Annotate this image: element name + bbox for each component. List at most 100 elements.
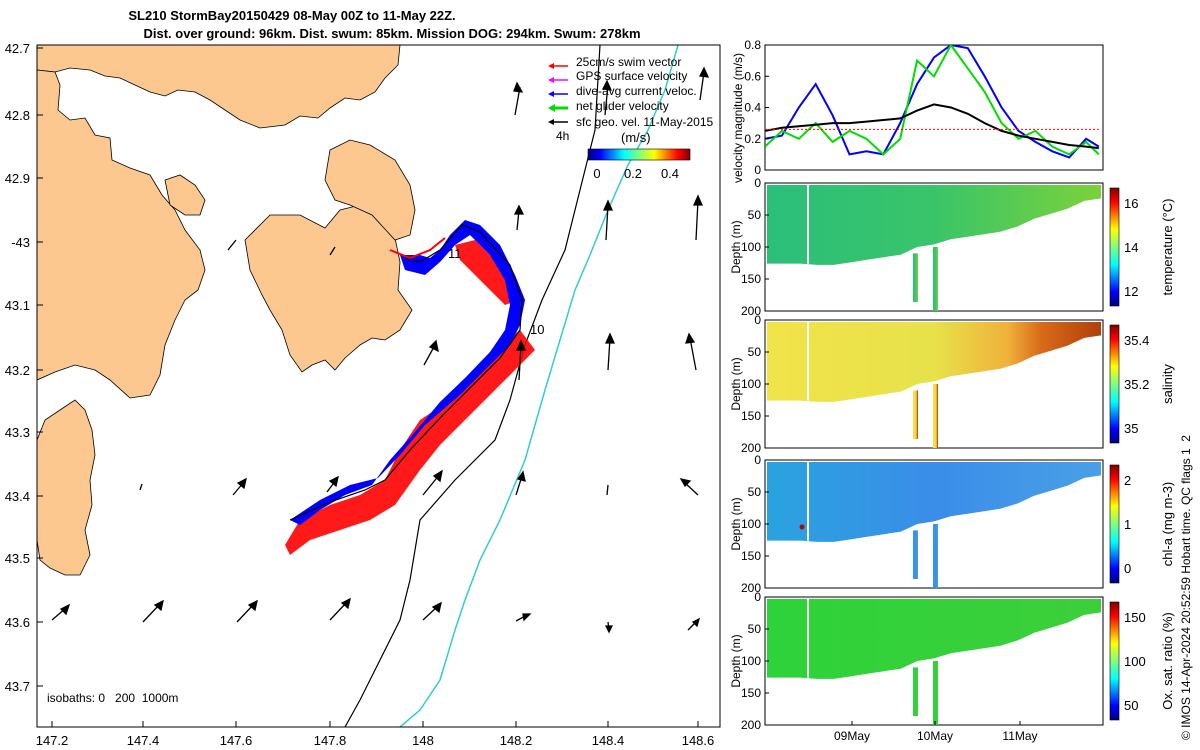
depth-tick: 50 [748,485,762,499]
depth-tick: 200 [741,581,761,595]
latitude-ticks: 42.7 42.8 42.9 -43 43.1 43.2 43.3 43.4 43.5 43.6 4… [5,41,43,694]
velocity-ytick: 0.4 [744,101,761,115]
legend-net-glider: net glider velocity [576,99,669,113]
section-panel-1: 0 50 100 150 200 Depth (m) 12 14 16 temperature (… [729,176,1175,318]
land-bruny [37,399,96,576]
legend-dive-avg: dive-avg current veloc. [576,84,697,98]
colorbar-tick: 35.4 [1124,333,1149,348]
lon-tick-label: 148 [412,733,434,748]
colorbar-tick: 12 [1124,284,1138,299]
section-data-fill [767,599,1101,679]
velocity-line-0 [765,45,1100,159]
lat-tick-label: 43.4 [5,489,30,504]
depth-tick: 0 [754,453,761,467]
colorbar-tick-1: 0.2 [624,166,642,181]
lat-tick-label: 43.5 [5,551,30,566]
title-line-2: Dist. over ground: 96km. Dist. swum: 85k… [143,26,640,41]
land-tasman [244,204,413,373]
velocity-series [765,45,1100,159]
colorbar-tick: 35 [1124,421,1138,436]
land-north [37,45,401,129]
depth-tick: 50 [748,208,762,222]
lat-tick-label: 43.1 [5,298,30,313]
depth-ylabel: Depth (m) [729,357,743,410]
lat-tick-label: 43.6 [5,615,30,630]
land-forestier [324,139,416,241]
section-colorbar [1109,601,1120,721]
map-panel: 11 10 [5,41,721,748]
lat-tick-label: -43 [11,235,30,250]
colorbar-tick: 2 [1124,473,1131,488]
section-clabel: temperature (°C) [1160,199,1175,296]
date-tick: 09May [834,729,870,743]
depth-tick: 200 [741,304,761,318]
lon-tick-label: 148.4 [592,733,625,748]
isobath-200m [344,45,601,727]
colorbar-tick: 35.2 [1124,377,1149,392]
land-west-lobe [37,69,206,399]
velocity-y-ticks: 0 0.2 0.4 0.6 0.8 [744,38,769,177]
lat-tick-label: 43.7 [5,679,30,694]
depth-ylabel: Depth (m) [729,634,743,687]
section-panel-4: 0 50 100 150 200 Depth (m) 50 100 150 Ox. sat. ra… [729,590,1175,743]
lat-tick-label: 43.2 [5,363,30,378]
depth-tick: 200 [741,718,761,732]
section-data-fill [767,185,1101,265]
section-panel-2: 0 50 100 150 200 Depth (m) 35 35.2 35.4 salinity [729,313,1175,455]
title-line-1: SL210 StormBay20150429 08-May 00Z to 11-… [128,8,455,23]
section-clabel: chl-a (mg m-3) [1160,482,1175,567]
colorbar-tick: 16 [1124,196,1138,211]
depth-tick: 150 [741,686,761,700]
colorbar-tick: 100 [1124,654,1146,669]
colorbar-tick: 1 [1124,517,1131,532]
isobaths-label: isobaths: 0 200 1000m [47,691,178,705]
lat-tick-label: 42.8 [5,108,30,123]
depth-tick: 100 [741,377,761,391]
legend-gps-surface: GPS surface velocity [576,69,687,83]
depth-tick: 150 [741,272,761,286]
chl-hotspot [799,524,805,530]
depth-tick: 0 [754,590,761,604]
colorbar-tick-2: 0.4 [661,166,679,181]
velocity-line-2 [765,103,1099,150]
land-islet [164,174,206,216]
map-legend: 25cm/s swim vector GPS surface velocity … [548,55,714,181]
lat-tick-label: 42.9 [5,171,30,186]
lat-tick-label: 43.3 [5,425,30,440]
depth-tick: 100 [741,654,761,668]
velocity-panel: 0 0.2 0.4 0.6 0.8 velocity magnitude (m/s) [731,38,1104,183]
section-data-fill [767,322,1101,402]
lon-tick-label: 147.2 [36,733,69,748]
velocity-ytick: 0 [754,163,761,177]
depth-ylabel: Depth (m) [729,220,743,273]
lon-tick-label: 148.2 [500,733,533,748]
depth-tick: 0 [754,176,761,190]
section-data-fill [767,462,1101,542]
depth-ylabel: Depth (m) [729,497,743,550]
speed-colorbar [587,148,691,161]
section-colorbar [1109,464,1120,584]
depth-tick: 200 [741,441,761,455]
section-clabel: salinity [1160,364,1175,404]
date-tick: 11May [1002,729,1037,743]
velocity-ylabel: velocity magnitude (m/s) [731,53,745,183]
colorbar-unit: (m/s) [621,130,651,145]
date-tick: 10May [917,729,953,743]
marker-11: 11 [448,246,462,261]
section-colorbar [1109,324,1120,444]
colorbar-duration: 4h [556,129,569,143]
colorbar-tick-0: 0 [593,166,600,181]
colorbar-tick: 50 [1124,698,1138,713]
colorbar-tick: 150 [1124,610,1146,625]
longitude-ticks: 147.2 147.4 147.6 147.8 148 148.2 148.4 148.6 [36,721,714,748]
section-panel-3: 0 50 100 150 200 Depth (m) 0 1 2 chl-a (mg m-3) [729,453,1175,595]
marker-10: 10 [530,322,544,337]
depth-tick: 100 [741,517,761,531]
velocity-ytick: 0.8 [744,38,761,52]
lon-tick-label: 147.4 [127,733,160,748]
lon-tick-label: 147.8 [314,733,347,748]
imos-credit: © IMOS 14-Apr-2024 20:52:59 Hobart time.… [1179,435,1193,740]
velocity-ytick: 0.2 [744,132,761,146]
